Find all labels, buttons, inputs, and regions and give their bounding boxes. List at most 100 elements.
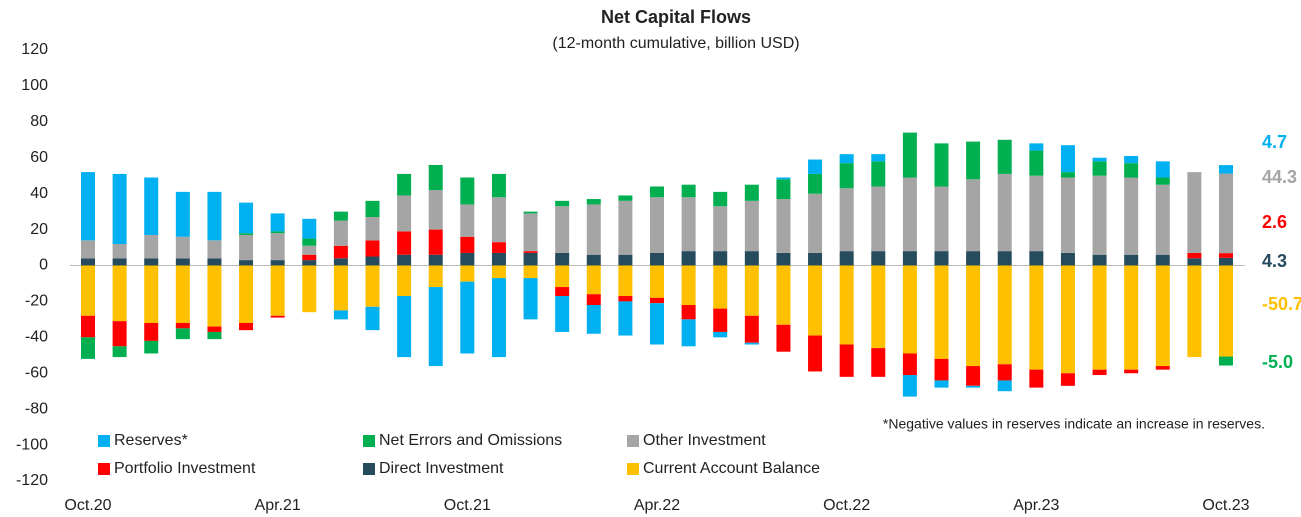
bar-segment <box>1124 369 1139 374</box>
bar-segment <box>175 258 190 266</box>
bar-segment <box>713 265 728 309</box>
bar-segment <box>397 231 412 255</box>
bar-segment <box>871 186 886 252</box>
bar-segment <box>207 240 222 259</box>
bar-segment <box>460 281 475 354</box>
bar-segment <box>428 254 443 266</box>
bar-segment <box>1219 173 1233 254</box>
bar-segment <box>776 177 791 180</box>
y-tick-label: 40 <box>30 185 48 202</box>
bar-segment <box>808 159 823 174</box>
bar-segment <box>1155 184 1170 255</box>
bar-segment <box>207 191 222 241</box>
bar-segment <box>902 177 917 252</box>
bar-segment <box>555 296 570 332</box>
bar-segment <box>1092 161 1107 176</box>
bar-segment <box>270 260 285 266</box>
bar-segment <box>934 265 949 359</box>
x-tick-label: Apr.23 <box>1013 497 1059 514</box>
bar-segment <box>175 265 190 323</box>
bar-segment <box>491 197 506 243</box>
bar-segment <box>618 195 633 201</box>
bar-segment <box>681 305 696 320</box>
legend-label: Other Investment <box>643 432 766 449</box>
bar-segment <box>112 243 127 259</box>
y-tick-label: 120 <box>21 41 48 58</box>
bar-segment <box>523 211 538 214</box>
bar-segment <box>1124 155 1139 164</box>
bar-segment <box>1029 251 1044 266</box>
bar-segment <box>902 132 917 178</box>
bar-segment <box>302 260 317 266</box>
bar-segment <box>1155 265 1170 367</box>
bar-segment <box>1092 265 1107 370</box>
bar-segment <box>713 331 728 338</box>
x-tick-label: Apr.21 <box>255 497 301 514</box>
bar-segment <box>491 173 506 198</box>
bar-segment <box>270 265 285 316</box>
bar-segment <box>1060 373 1075 386</box>
bar-segment <box>365 306 380 331</box>
y-tick-label: 60 <box>30 149 48 166</box>
bar-segment <box>555 287 570 297</box>
bar-segment <box>460 236 475 253</box>
bar-segment <box>618 301 633 336</box>
bar-segment <box>81 337 95 359</box>
annotation: *Negative values in reserves indicate an… <box>883 416 1265 432</box>
bar-segment <box>1060 172 1075 178</box>
chart-subtitle: (12-month cumulative, billion USD) <box>552 35 799 52</box>
bar-segment <box>1124 265 1139 370</box>
y-tick-label: -60 <box>25 364 48 381</box>
bar-segment <box>428 164 443 191</box>
bar-segment <box>460 265 475 282</box>
bar-segment <box>902 251 917 266</box>
bar-segment <box>997 265 1012 365</box>
bar-segment <box>713 191 728 207</box>
bar-segment <box>523 252 538 266</box>
legend-label: Portfolio Investment <box>114 460 256 477</box>
bar-segment <box>333 258 348 266</box>
bar-segment <box>681 319 696 347</box>
bar-segment <box>112 346 127 358</box>
bar-segment <box>776 324 791 352</box>
end-label: 4.7 <box>1262 132 1287 152</box>
bar-segment <box>871 265 886 349</box>
x-tick-label: Oct.22 <box>823 497 870 514</box>
bar-segment <box>713 206 728 252</box>
bar-segment <box>175 191 190 237</box>
bar-segment <box>175 322 190 329</box>
bar-segment <box>333 265 348 311</box>
y-tick-label: -80 <box>25 400 48 417</box>
bar-segment <box>1092 254 1107 266</box>
bar-segment <box>397 254 412 266</box>
bar-segment <box>650 186 664 198</box>
bar-segment <box>934 186 949 252</box>
bar-segment <box>997 251 1012 266</box>
bar-segment <box>1187 265 1202 358</box>
bar-segment <box>239 265 254 323</box>
bar-segment <box>523 265 538 279</box>
y-tick-label: 20 <box>30 221 48 238</box>
bar-segment <box>1029 369 1044 388</box>
bar-segment <box>239 260 254 266</box>
bar-segment <box>776 199 791 253</box>
x-tick-label: Apr.22 <box>634 497 680 514</box>
bar-segment <box>1060 252 1075 266</box>
y-tick-label: 80 <box>30 113 48 130</box>
bar-segment <box>1029 150 1044 176</box>
bar-segment <box>1092 175 1107 255</box>
bar-segment <box>1219 165 1233 174</box>
end-label: 4.3 <box>1262 251 1287 271</box>
bar-segment <box>144 265 159 323</box>
bar-segment <box>207 326 222 332</box>
bar-segment <box>839 251 854 266</box>
bar-segment <box>997 364 1012 381</box>
bar-segment <box>491 265 506 279</box>
legend-label: Direct Investment <box>379 460 504 477</box>
bar-segment <box>808 193 823 253</box>
bar-segment <box>966 366 981 386</box>
bar-segment <box>586 294 601 306</box>
bar-segment <box>966 265 981 367</box>
bar-segment <box>1187 252 1202 259</box>
